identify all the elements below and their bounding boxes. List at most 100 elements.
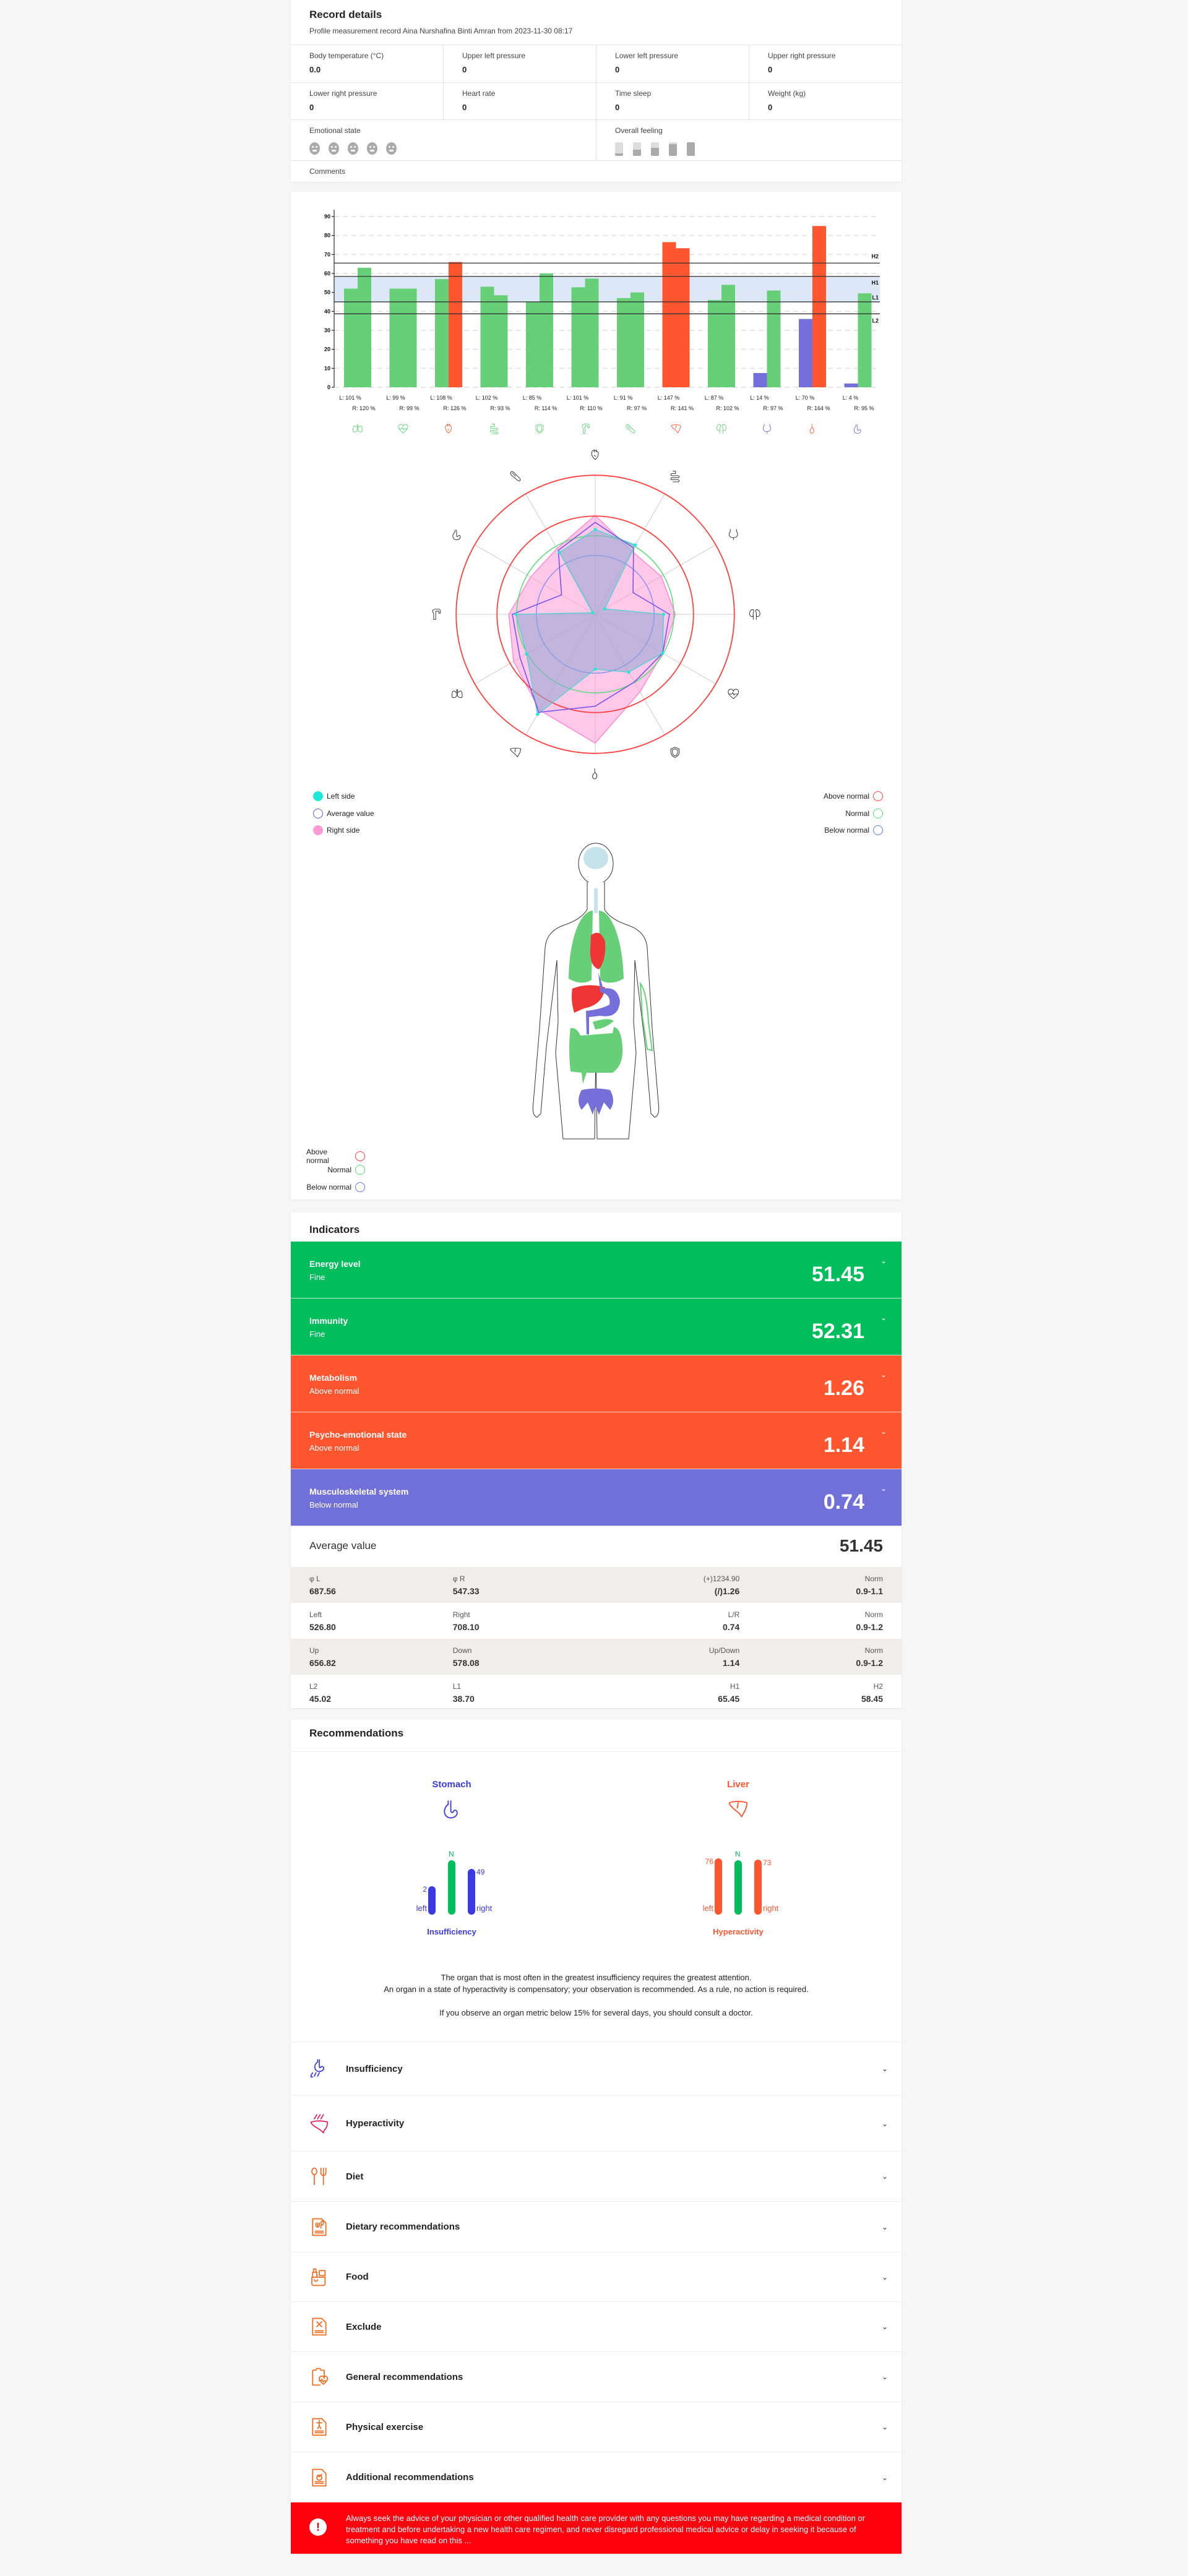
- neutral-face-icon[interactable]: [348, 142, 358, 155]
- bar-right-label: R: 120 %: [352, 405, 375, 411]
- stomach: [586, 972, 620, 1034]
- accordion-general-recommendations[interactable]: General recommendations ⌄: [291, 2351, 902, 2402]
- bar-right-label: R: 164 %: [807, 405, 830, 411]
- warning-icon: !: [309, 2518, 327, 2536]
- accordion-insufficiency[interactable]: Insufficiency ⌄: [291, 2041, 902, 2095]
- table-cell: Right 708.10: [452, 1610, 480, 1632]
- indicator-status: Below normal: [309, 1500, 358, 1509]
- chevron-down-icon[interactable]: ⌄: [881, 2423, 888, 2431]
- recommendations-card: Recommendations Stomach Insufficiency 2 N 49…: [291, 1720, 902, 2554]
- accordion-additional-recommendations[interactable]: Additional recommendations ⌄: [291, 2452, 902, 2502]
- shield-icon: [670, 747, 680, 758]
- bar-left-label: L: 108 %: [430, 395, 452, 401]
- liver-icon: [671, 424, 681, 434]
- organ-state: Insufficiency: [427, 1927, 476, 1936]
- accordion-dietary-recommendations[interactable]: Dietary recommendations ⌄: [291, 2201, 902, 2252]
- battery-level-icon[interactable]: [651, 142, 659, 156]
- heart-pulse-icon: [398, 424, 408, 434]
- smile-face-icon[interactable]: [367, 142, 377, 155]
- chevron-down-icon[interactable]: ⌄: [880, 1256, 887, 1265]
- brain: [583, 847, 608, 869]
- emotional-state: Emotional state: [291, 120, 596, 160]
- table-cell: Up/Down 1.14: [708, 1646, 740, 1668]
- indicator-value: 1.26: [823, 1376, 864, 1400]
- legend-left-side: Left side: [313, 791, 355, 801]
- chevron-down-icon[interactable]: ⌄: [881, 2172, 888, 2181]
- sad-face-icon[interactable]: [329, 142, 339, 155]
- indicator-musculoskeletal-system[interactable]: Musculoskeletal system Below normal 0.74 ⌄: [291, 1469, 902, 1526]
- table-cell: Norm 0.9-1.1: [856, 1574, 883, 1596]
- legend-swatch: [313, 809, 323, 818]
- chevron-down-icon[interactable]: ⌄: [880, 1313, 887, 1322]
- chevron-down-icon[interactable]: ⌄: [881, 2473, 888, 2482]
- radar-left-point: [603, 607, 606, 611]
- battery-level-icon[interactable]: [633, 142, 641, 156]
- pancreas-icon: [626, 424, 635, 434]
- bar-left: [435, 279, 449, 387]
- chevron-down-icon[interactable]: ⌄: [881, 2222, 888, 2231]
- bladder-icon: [729, 529, 738, 540]
- bar-right: [858, 293, 872, 387]
- indicator-psycho-emotional-state[interactable]: Psycho-emotional state Above normal 1.14 ⌄: [291, 1412, 902, 1469]
- chevron-down-icon[interactable]: ⌄: [880, 1427, 887, 1436]
- chevron-down-icon[interactable]: ⌄: [880, 1484, 887, 1493]
- record-subtitle: Profile measurement record Aina Nurshafi…: [309, 27, 573, 35]
- norm-label: N: [449, 1850, 454, 1858]
- table-cell: L1 38.70: [452, 1681, 475, 1704]
- happy-face-icon[interactable]: [386, 142, 397, 155]
- battery-level-icon[interactable]: [615, 142, 623, 156]
- body-organ-map: [532, 843, 660, 1140]
- organ-name: Liver: [727, 1779, 749, 1790]
- legend-normal: Normal: [845, 809, 883, 818]
- indicator-immunity[interactable]: Immunity Fine 52.31 ⌄: [291, 1299, 902, 1355]
- accordion-food[interactable]: Food ⌄: [291, 2252, 902, 2301]
- table-cell: Down 578.08: [452, 1646, 480, 1668]
- stomach-icon: [452, 530, 461, 541]
- intestine-icon: [490, 424, 498, 434]
- accordion-physical-exercise[interactable]: Physical exercise ⌄: [291, 2402, 902, 2452]
- accordion-hyperactivity[interactable]: Hyperactivity ⌄: [291, 2095, 902, 2151]
- chevron-down-icon[interactable]: ⌄: [881, 2372, 888, 2381]
- bar-left: [617, 298, 631, 387]
- indicator-title: Psycho-emotional state: [309, 1430, 407, 1440]
- heart-icon: [445, 424, 452, 434]
- bar-left-label: L: 99 %: [386, 395, 405, 401]
- accordion-exclude[interactable]: Exclude ⌄: [291, 2301, 902, 2351]
- norm-bar: [734, 1860, 742, 1915]
- battery-level-icon[interactable]: [669, 142, 677, 156]
- bar-left: [708, 299, 721, 387]
- chevron-down-icon[interactable]: ⌄: [881, 2119, 888, 2128]
- indicator-energy-level[interactable]: Energy level Fine 51.45 ⌄: [291, 1242, 902, 1299]
- table-cell: H2 58.45: [861, 1681, 883, 1704]
- bar-right-label: R: 110 %: [580, 405, 602, 411]
- table-row: Left 526.80 Right 708.10 L/R 0.74 Norm 0.9-1.2: [291, 1603, 902, 1639]
- very-sad-face-icon[interactable]: [309, 142, 320, 155]
- bar-left-label: L: 102 %: [476, 395, 498, 401]
- table-cell: φ R 547.33: [452, 1574, 480, 1596]
- bar-right: [494, 295, 508, 387]
- reference-label-h1: H1: [871, 280, 879, 286]
- chevron-down-icon[interactable]: ⌄: [880, 1370, 887, 1379]
- left-bar: [428, 1886, 436, 1915]
- table-cell: Left 526.80: [309, 1610, 336, 1632]
- chevron-down-icon[interactable]: ⌄: [881, 2272, 888, 2282]
- chevron-down-icon[interactable]: ⌄: [881, 2064, 888, 2073]
- bar-right-label: R: 99 %: [399, 405, 419, 411]
- chevron-down-icon[interactable]: ⌄: [881, 2322, 888, 2331]
- table-cell: L/R 0.74: [723, 1610, 740, 1632]
- battery-level-icon[interactable]: [687, 142, 695, 156]
- bar-right: [358, 267, 371, 387]
- radar-left-point: [593, 528, 597, 531]
- radar-left-point: [627, 670, 631, 674]
- right-value: 49: [476, 1867, 485, 1876]
- stomach-down-arrows-icon: [310, 2059, 325, 2078]
- bar-left: [389, 288, 403, 387]
- indicator-value: 0.74: [823, 1490, 864, 1514]
- food-jars-icon: [311, 2268, 326, 2286]
- accordion-diet[interactable]: Diet ⌄: [291, 2151, 902, 2201]
- radar-ring: [496, 515, 694, 713]
- bar-right: [403, 288, 417, 387]
- y-tick-label: 30: [324, 327, 330, 333]
- bar-right: [540, 273, 553, 387]
- indicator-metabolism[interactable]: Metabolism Above normal 1.26 ⌄: [291, 1355, 902, 1412]
